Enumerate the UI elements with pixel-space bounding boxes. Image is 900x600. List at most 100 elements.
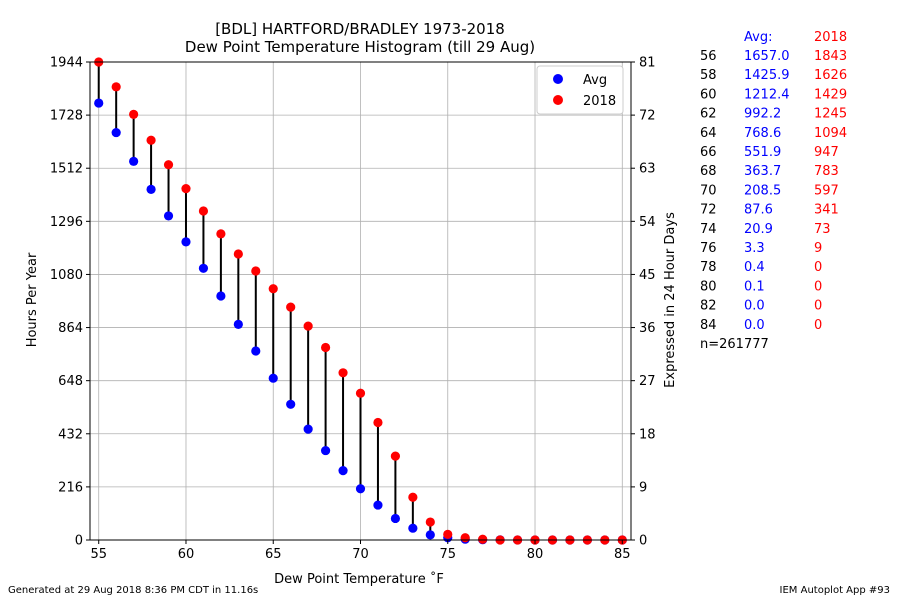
generated-footer: Generated at 29 Aug 2018 8:36 PM CDT in … [8,585,259,596]
x-tick-label: 60 [178,547,195,562]
x-axis-label: Dew Point Temperature ˚F [274,571,444,587]
table-2018-value: 0 [814,260,822,275]
table-2018-value: 783 [814,164,839,179]
y-tick-label: 1944 [50,56,83,71]
table-avg-value: 87.6 [744,203,773,218]
y-tick-label: 0 [75,534,83,549]
y-axis-label-right: Expressed in 24 Hour Days [663,212,678,388]
table-avg-value: 208.5 [744,183,781,198]
table-2018-value: 73 [814,222,831,237]
axis-ticks: 55 60 65 70 75 80 85 0 0 216 9 432 18 648 27 864 36 1080 4… [50,56,656,563]
table-2018-value: 947 [814,145,839,160]
point-avg [94,98,104,108]
y-right-tick-label: 81 [639,56,656,71]
legend-marker-avg [553,74,563,84]
table-2018-value: 0 [814,299,822,314]
point-2018 [233,249,243,259]
point-avg [251,346,261,356]
x-tick-label: 75 [439,547,456,562]
x-tick-label: 80 [527,547,544,562]
legend-label-avg: Avg [583,73,607,88]
table-temp: 58 [700,68,717,83]
table-2018-value: 1843 [814,49,847,64]
y-tick-label: 1728 [50,109,83,124]
table-avg-value: 20.9 [744,222,773,237]
point-avg [320,445,331,456]
table-2018-value: 1245 [814,107,847,122]
point-avg [373,500,383,510]
table-avg-value: 0.4 [744,260,765,275]
table-2018-value: 1429 [814,87,847,102]
point-avg [146,184,156,194]
y-right-tick-label: 18 [639,427,656,442]
point-avg [268,373,278,383]
table-avg-value: 0.0 [744,299,765,314]
point-2018 [251,266,261,276]
table-temp: 56 [700,49,717,64]
chart-title-line2: Dew Point Temperature Histogram (till 29… [185,38,535,56]
point-2018 [338,368,348,378]
table-2018-value: 1626 [814,68,847,83]
x-tick-label: 65 [265,547,282,562]
point-2018 [443,529,453,539]
table-avg-value: 992.2 [744,107,781,122]
point-2018 [216,229,226,239]
point-avg [216,291,226,301]
point-2018 [425,517,435,527]
point-2018 [129,109,139,119]
point-2018 [268,284,278,294]
y-right-tick-label: 0 [639,534,647,549]
stem-lines [97,62,537,540]
table-temp: 70 [700,183,717,198]
y-tick-label: 648 [58,374,83,389]
point-avg [198,263,209,273]
table-header-2018: 2018 [814,30,847,45]
table-avg-value: 3.3 [744,241,765,256]
table-temp: 82 [700,299,717,314]
table-avg-value: 1425.9 [744,68,790,83]
point-2018 [111,82,121,92]
table-temp: 68 [700,164,717,179]
point-2018 [390,451,401,461]
point-2018 [408,492,418,502]
table-temp: 76 [700,241,717,256]
point-2018 [460,533,470,543]
table-2018-value: 9 [814,241,822,256]
y-tick-label: 1080 [50,268,83,283]
table-temp: 64 [700,126,717,141]
table-2018-value: 597 [814,183,839,198]
point-avg [286,399,296,409]
table-sample-count: n=261777 [700,337,769,352]
table-temp: 66 [700,145,717,160]
y-right-tick-label: 9 [639,480,647,495]
y-right-tick-label: 63 [639,162,656,177]
x-tick-label: 55 [90,547,107,562]
point-avg [303,424,313,434]
table-temp: 78 [700,260,717,275]
point-avg [163,211,174,221]
y-right-tick-label: 72 [639,109,656,124]
point-2018 [198,206,209,216]
table-2018-value: 0 [814,279,822,294]
table-2018-value: 341 [814,203,839,218]
table-avg-value: 0.1 [744,279,765,294]
table-avg-value: 1657.0 [744,49,790,64]
y-tick-label: 1512 [50,162,83,177]
table-avg-value: 363.7 [744,164,781,179]
y-tick-label: 864 [58,321,83,336]
chart-title-line1: [BDL] HARTFORD/BRADLEY 1973-2018 [215,20,505,38]
point-2018 [320,342,331,353]
data-points [94,57,627,545]
app-footer: IEM Autoplot App #93 [779,585,890,596]
legend-marker-2018 [553,95,563,105]
summary-table: Avg: 2018 56 1657.0 1843 58 1425.9 1626 60 1212… [700,30,847,352]
point-avg [338,466,348,476]
table-avg-value: 1212.4 [744,87,790,102]
point-avg [390,513,401,524]
point-2018 [478,534,488,544]
table-temp: 84 [700,318,717,333]
table-temp: 62 [700,107,717,122]
point-2018 [286,302,296,312]
y-axis-label: Hours Per Year [25,252,40,347]
